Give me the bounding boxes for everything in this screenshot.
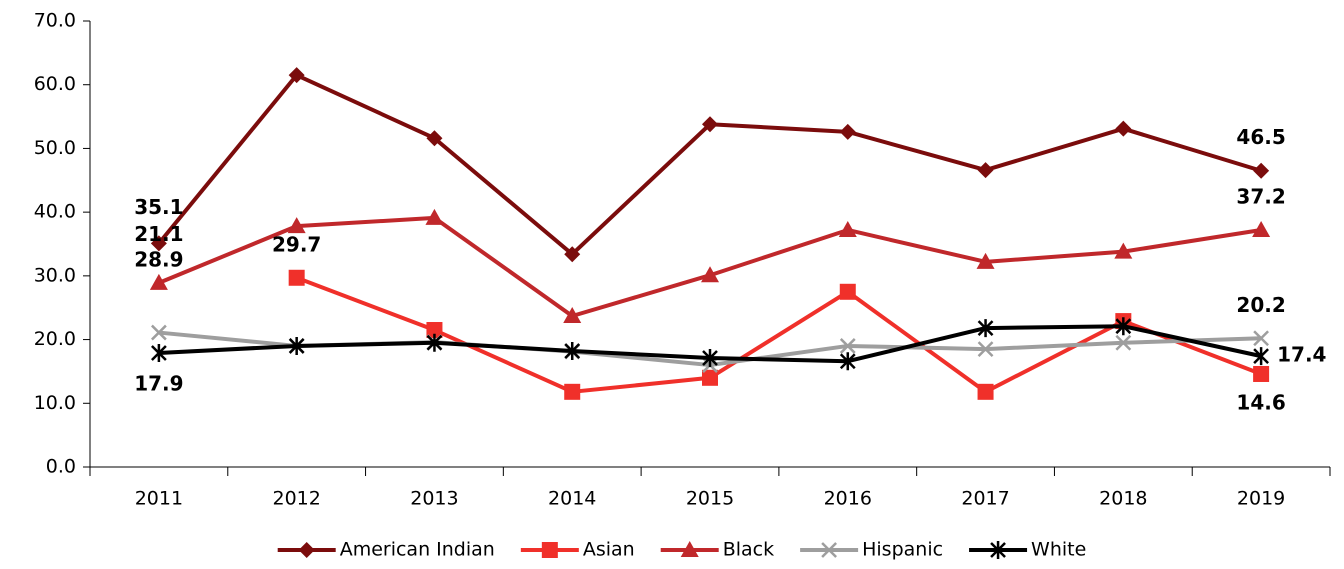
y-tick-label: 10.0 xyxy=(34,392,76,414)
legend-item: Black xyxy=(660,539,774,561)
marker xyxy=(702,349,718,368)
data-label: 17.4 xyxy=(1277,343,1326,367)
legend-item: American Indian xyxy=(277,539,495,561)
series-line xyxy=(157,73,1262,257)
marker xyxy=(839,352,856,371)
marker xyxy=(149,273,168,290)
marker xyxy=(150,235,167,252)
x-tick-label: 2015 xyxy=(686,488,734,510)
marker xyxy=(990,541,1006,559)
marker xyxy=(426,333,443,352)
marker xyxy=(702,116,718,133)
data-label: 35.1 xyxy=(134,195,183,219)
data-label: 37.2 xyxy=(1236,184,1285,208)
x-tick-label: 2012 xyxy=(272,488,320,510)
marker xyxy=(839,283,856,300)
marker xyxy=(1115,334,1132,351)
marker xyxy=(298,542,315,558)
marker xyxy=(702,369,718,386)
marker xyxy=(1253,330,1269,347)
series-line xyxy=(295,275,1262,394)
marker xyxy=(425,208,444,225)
data-label: 46.5 xyxy=(1236,125,1285,149)
legend-label: Black xyxy=(723,539,774,561)
marker xyxy=(838,220,857,237)
marker xyxy=(1253,347,1269,366)
x-tick-label: 2018 xyxy=(1099,488,1147,510)
y-tick-label: 70.0 xyxy=(34,10,76,32)
marker xyxy=(288,269,305,286)
y-tick-label: 0.0 xyxy=(46,456,76,478)
marker xyxy=(1253,365,1270,382)
marker xyxy=(1252,220,1271,237)
marker xyxy=(839,123,856,140)
marker xyxy=(821,542,838,558)
legend: American Indian Asian Black Hispanic White xyxy=(277,539,1086,561)
x-tick-label: 2019 xyxy=(1237,488,1285,510)
marker xyxy=(976,252,995,269)
marker xyxy=(541,542,558,558)
marker xyxy=(288,336,305,355)
marker xyxy=(151,324,167,341)
data-label: 14.6 xyxy=(1236,390,1285,414)
y-tick-label: 50.0 xyxy=(34,137,76,159)
marker xyxy=(701,266,719,283)
legend-label: Asian xyxy=(583,539,635,561)
marker xyxy=(1114,242,1133,259)
data-label: 17.9 xyxy=(134,371,183,395)
marker xyxy=(563,306,582,323)
x-tick-label: 2017 xyxy=(961,488,1009,510)
marker xyxy=(564,246,581,263)
marker xyxy=(426,322,443,339)
data-label: 29.7 xyxy=(272,232,321,256)
legend-item: Asian xyxy=(520,539,635,561)
x-tick-label: 2016 xyxy=(824,488,872,510)
marker xyxy=(977,341,994,358)
y-tick-label: 40.0 xyxy=(34,201,76,223)
marker xyxy=(680,541,699,557)
marker xyxy=(426,130,443,147)
marker xyxy=(977,383,994,400)
data-label: 21.1 xyxy=(134,222,183,246)
data-label: 28.9 xyxy=(134,247,183,271)
x-tick-label: 2014 xyxy=(548,488,596,510)
marker xyxy=(977,162,994,179)
x-tick-label: 2013 xyxy=(410,488,458,510)
y-tick-label: 30.0 xyxy=(34,264,76,286)
legend-item: Hispanic xyxy=(800,539,943,561)
legend-label: Hispanic xyxy=(862,539,943,561)
marker xyxy=(288,67,305,84)
legend-label: White xyxy=(1031,539,1086,561)
legend-label: American Indian xyxy=(340,539,495,561)
x-tick-label: 2011 xyxy=(135,488,183,510)
marker xyxy=(839,338,856,354)
marker xyxy=(977,319,994,338)
data-label: 20.2 xyxy=(1236,293,1285,317)
y-tick-label: 60.0 xyxy=(34,73,76,95)
marker xyxy=(564,383,581,400)
marker xyxy=(287,217,306,234)
marker xyxy=(151,343,167,362)
y-tick-label: 20.0 xyxy=(34,328,76,350)
marker xyxy=(1115,120,1132,137)
marker xyxy=(564,342,581,361)
marker xyxy=(1115,317,1132,336)
legend-item: White xyxy=(969,539,1086,561)
marker xyxy=(1253,162,1270,179)
